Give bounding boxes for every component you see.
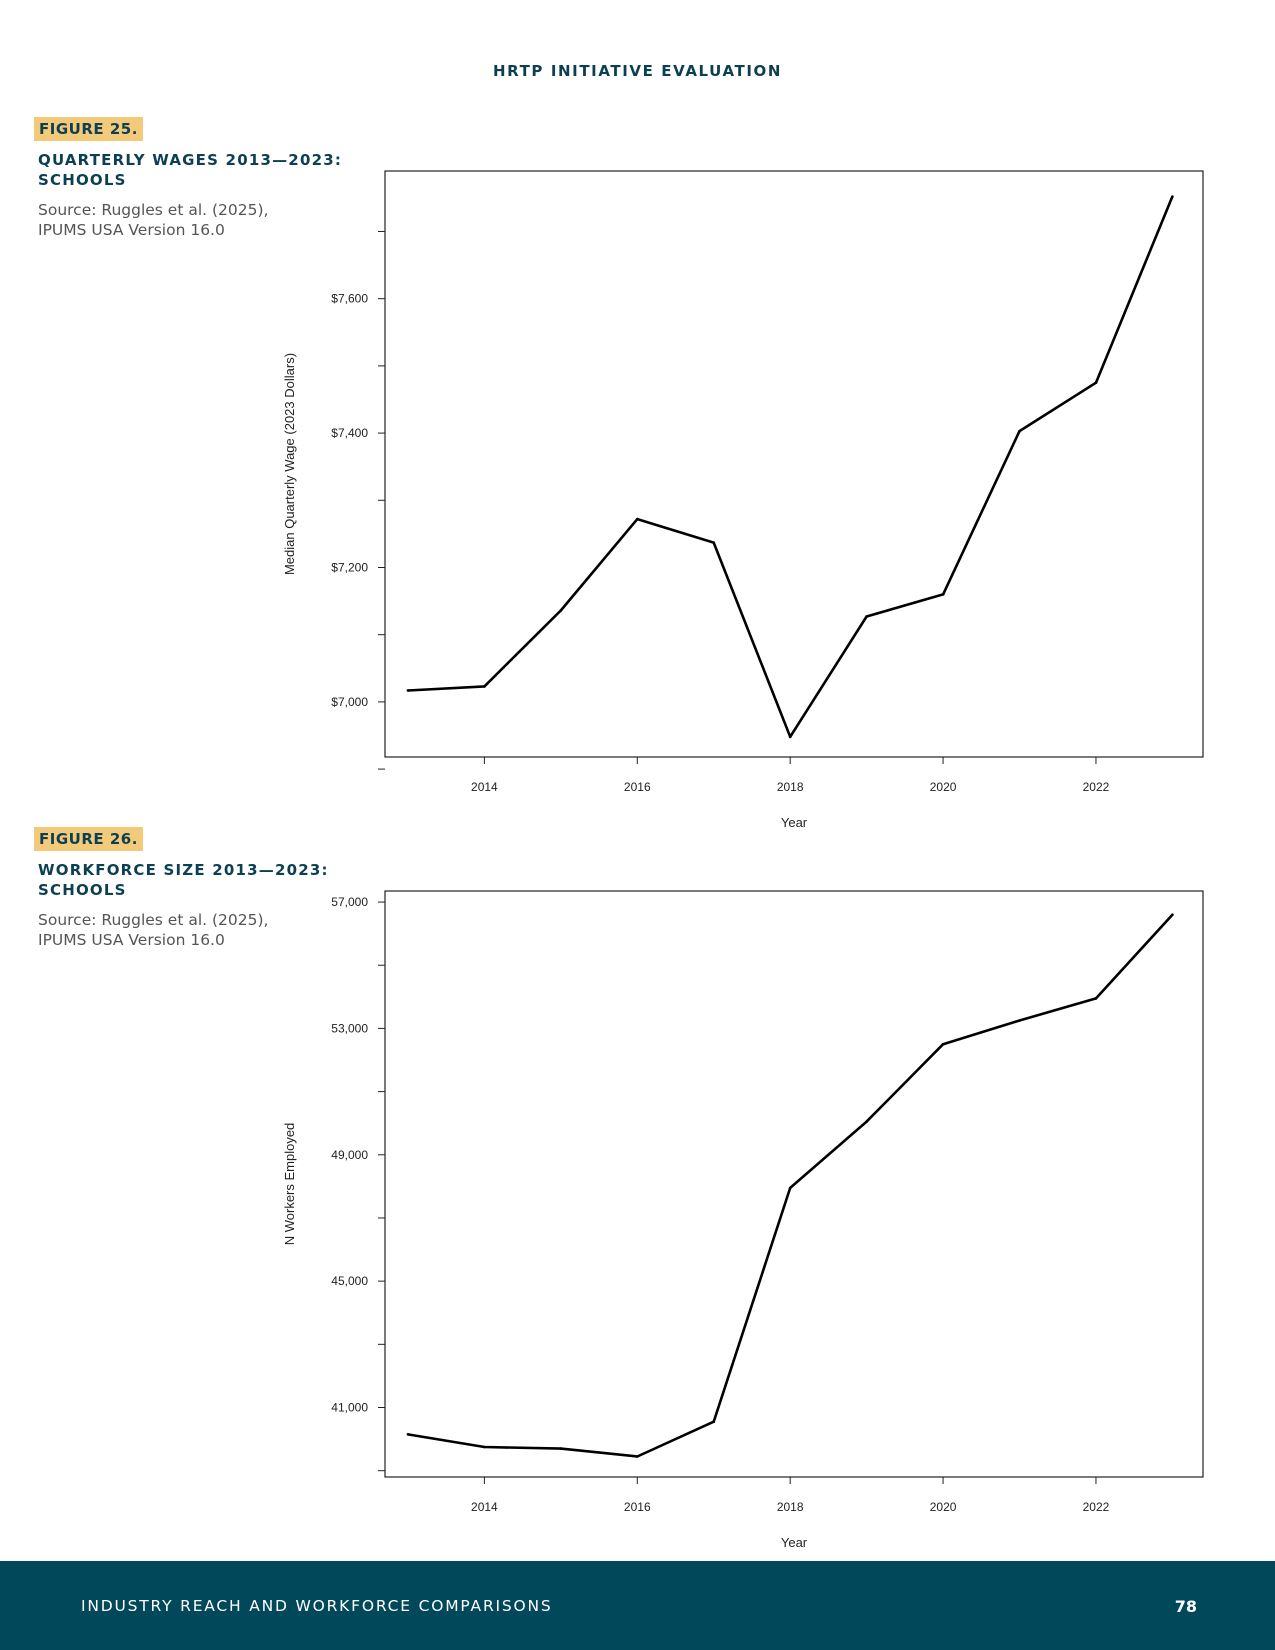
page-footer: INDUSTRY REACH AND WORKFORCE COMPARISONS…	[0, 1561, 1275, 1650]
x-tick-label: 2022	[1083, 1500, 1110, 1514]
x-tick-label: 2014	[471, 1500, 498, 1514]
data-point	[483, 685, 486, 688]
x-axis-label: Year	[781, 815, 808, 830]
data-point	[406, 1433, 410, 1436]
data-point	[559, 609, 563, 612]
y-tick-label: 45,000	[331, 1274, 368, 1288]
y-tick-label: 53,000	[331, 1021, 368, 1035]
data-point	[1171, 913, 1174, 916]
x-tick-label: 2014	[471, 780, 498, 794]
y-tick-label: 49,000	[331, 1148, 368, 1162]
x-tick-label: 2020	[930, 780, 957, 794]
y-tick-label: $7,600	[331, 292, 368, 306]
data-point	[865, 1120, 868, 1123]
figure-26-source: Source: Ruggles et al. (2025), IPUMS USA…	[38, 911, 269, 949]
data-point	[788, 1186, 792, 1190]
data-point	[635, 1455, 639, 1458]
y-tick-label: 57,000	[331, 895, 368, 909]
data-point	[941, 593, 945, 596]
page-header: HRTP INITIATIVE EVALUATION	[492, 62, 783, 80]
figure-25-label: FIGURE 25.	[34, 117, 143, 141]
x-tick-label: 2022	[1083, 780, 1110, 794]
y-axis-label: N Workers Employed	[282, 1123, 297, 1246]
data-point	[1018, 429, 1021, 433]
data-point	[406, 689, 410, 692]
footer-section-title: INDUSTRY REACH AND WORKFORCE COMPARISONS	[81, 1597, 553, 1615]
x-tick-label: 2018	[777, 1500, 804, 1514]
wages-chart: 2014 2016 2018 2020 2022 $7,000 $7,200 $7,400 $7…	[282, 170, 1204, 830]
data-point	[788, 735, 792, 739]
figure-26-label: FIGURE 26.	[34, 827, 143, 851]
figure-26-title: WORKFORCE SIZE 2013—2023: SCHOOLS	[38, 861, 329, 899]
x-tick-label: 2018	[777, 780, 804, 794]
y-tick-label: $7,400	[331, 426, 368, 440]
data-point	[559, 1447, 563, 1450]
data-point	[941, 1042, 945, 1046]
data-point	[1018, 1019, 1021, 1022]
data-point	[1094, 997, 1098, 1000]
figure-25-title: QUARTERLY WAGES 2013—2023: SCHOOLS	[38, 151, 343, 189]
data-point	[1171, 195, 1174, 198]
series-line	[407, 196, 1174, 739]
figure-25-source: Source: Ruggles et al. (2025), IPUMS USA…	[38, 201, 269, 239]
page-number: 78	[1174, 1597, 1197, 1616]
data-point	[712, 1420, 716, 1424]
data-point	[865, 615, 868, 618]
y-tick-label: 41,000	[331, 1401, 368, 1415]
x-tick-label: 2020	[930, 1500, 957, 1514]
series-line	[407, 913, 1174, 1458]
data-point	[712, 541, 716, 544]
data-point	[483, 1445, 486, 1449]
x-tick-label: 2016	[624, 780, 651, 794]
x-axis-label: Year	[781, 1535, 808, 1550]
workforce-chart: 2014 2016 2018 2020 2022 41,000 45,000 49,000 53…	[282, 890, 1204, 1550]
x-tick-label: 2016	[624, 1500, 651, 1514]
y-tick-label: $7,000	[331, 695, 368, 709]
y-axis-label: Median Quarterly Wage (2023 Dollars)	[282, 353, 297, 575]
y-tick-label: $7,200	[331, 560, 368, 574]
data-point	[635, 517, 639, 521]
plot-frame	[384, 170, 1204, 758]
plot-frame	[384, 890, 1204, 1478]
data-point	[1094, 381, 1098, 384]
